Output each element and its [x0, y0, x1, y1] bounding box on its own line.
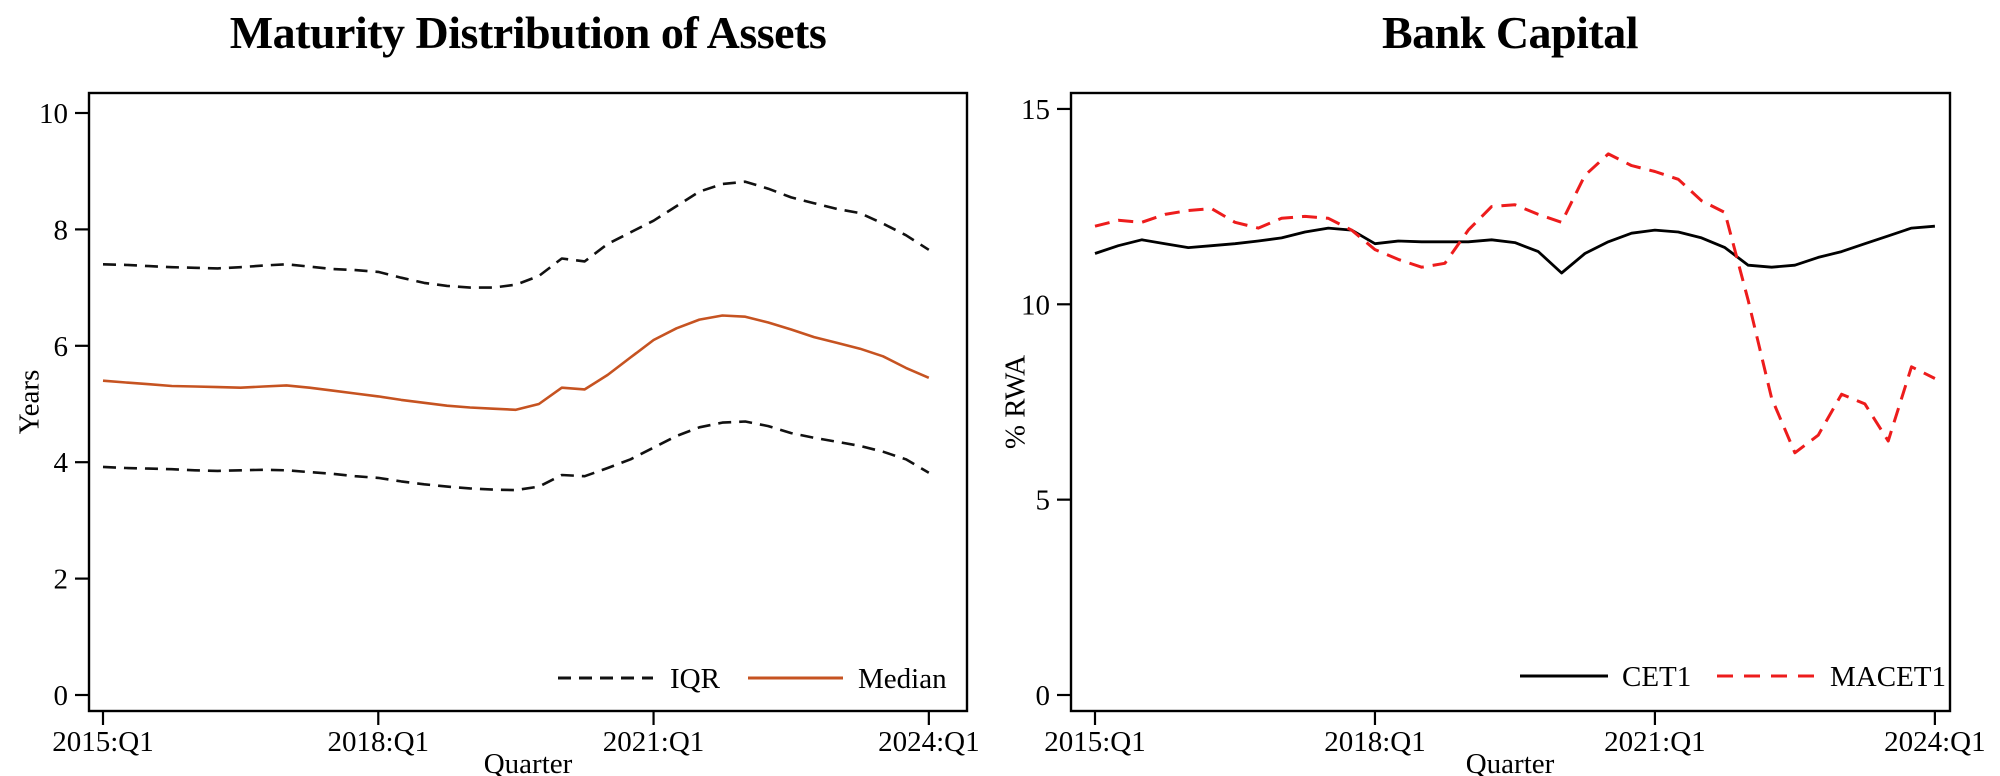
legend-label: MACET1 [1830, 661, 1946, 693]
legend-label: CET1 [1622, 661, 1691, 693]
y-tick-label: 10 [39, 98, 68, 130]
y-tick-label: 8 [54, 214, 69, 246]
legend-label: Median [858, 663, 947, 695]
y-tick-label: 5 [1036, 485, 1051, 517]
series-line-0 [1094, 224, 1936, 275]
series-line-2 [102, 420, 930, 492]
legend-label: IQR [670, 663, 721, 695]
chart-title-maturity: Maturity Distribution of Assets [229, 7, 827, 58]
x-tick-label: 2024:Q1 [878, 726, 980, 758]
x-tick-label: 2018:Q1 [1324, 726, 1426, 758]
y-tick-label: 6 [54, 331, 69, 363]
y-tick-label: 0 [54, 680, 69, 712]
x-tick-label: 2015:Q1 [52, 726, 154, 758]
series-line-1 [1094, 152, 1936, 455]
panel-bank-capital: Bank Capital % RWA 0 5 10 15 2015:Q1 2018:Q1 2… [1000, 0, 2000, 776]
series-line-1 [102, 314, 930, 412]
plot-border [87, 91, 969, 713]
x-tick-label: 2021:Q1 [1604, 726, 1706, 758]
y-tick-label: 0 [1036, 680, 1051, 712]
plot-border [1069, 91, 1952, 713]
x-axis-title-quarter-left: Quarter [483, 748, 573, 776]
y-tick-label: 10 [1021, 289, 1050, 321]
y-tick-label: 4 [54, 447, 69, 479]
x-tick-label: 2024:Q1 [1884, 726, 1986, 758]
x-tick-label: 2015:Q1 [1044, 726, 1146, 758]
x-tick-label: 2021:Q1 [603, 726, 705, 758]
maturity-chart-plot: 0 2 4 6 8 10 2015:Q1 2018:Q1 2021:Q1 2024:Q1 IQR Me… [39, 91, 980, 758]
x-axis-title-quarter-right: Quarter [1465, 748, 1555, 776]
x-tick-label: 2018:Q1 [328, 726, 430, 758]
chart-title-bank-capital: Bank Capital [1381, 7, 1639, 58]
y-tick-label: 2 [54, 564, 69, 596]
y-tick-label: 15 [1021, 94, 1050, 126]
series-line-0 [102, 180, 930, 289]
bank-capital-chart-plot: 0 5 10 15 2015:Q1 2018:Q1 2021:Q1 2024:Q1 CET1 MA… [1021, 91, 1986, 758]
